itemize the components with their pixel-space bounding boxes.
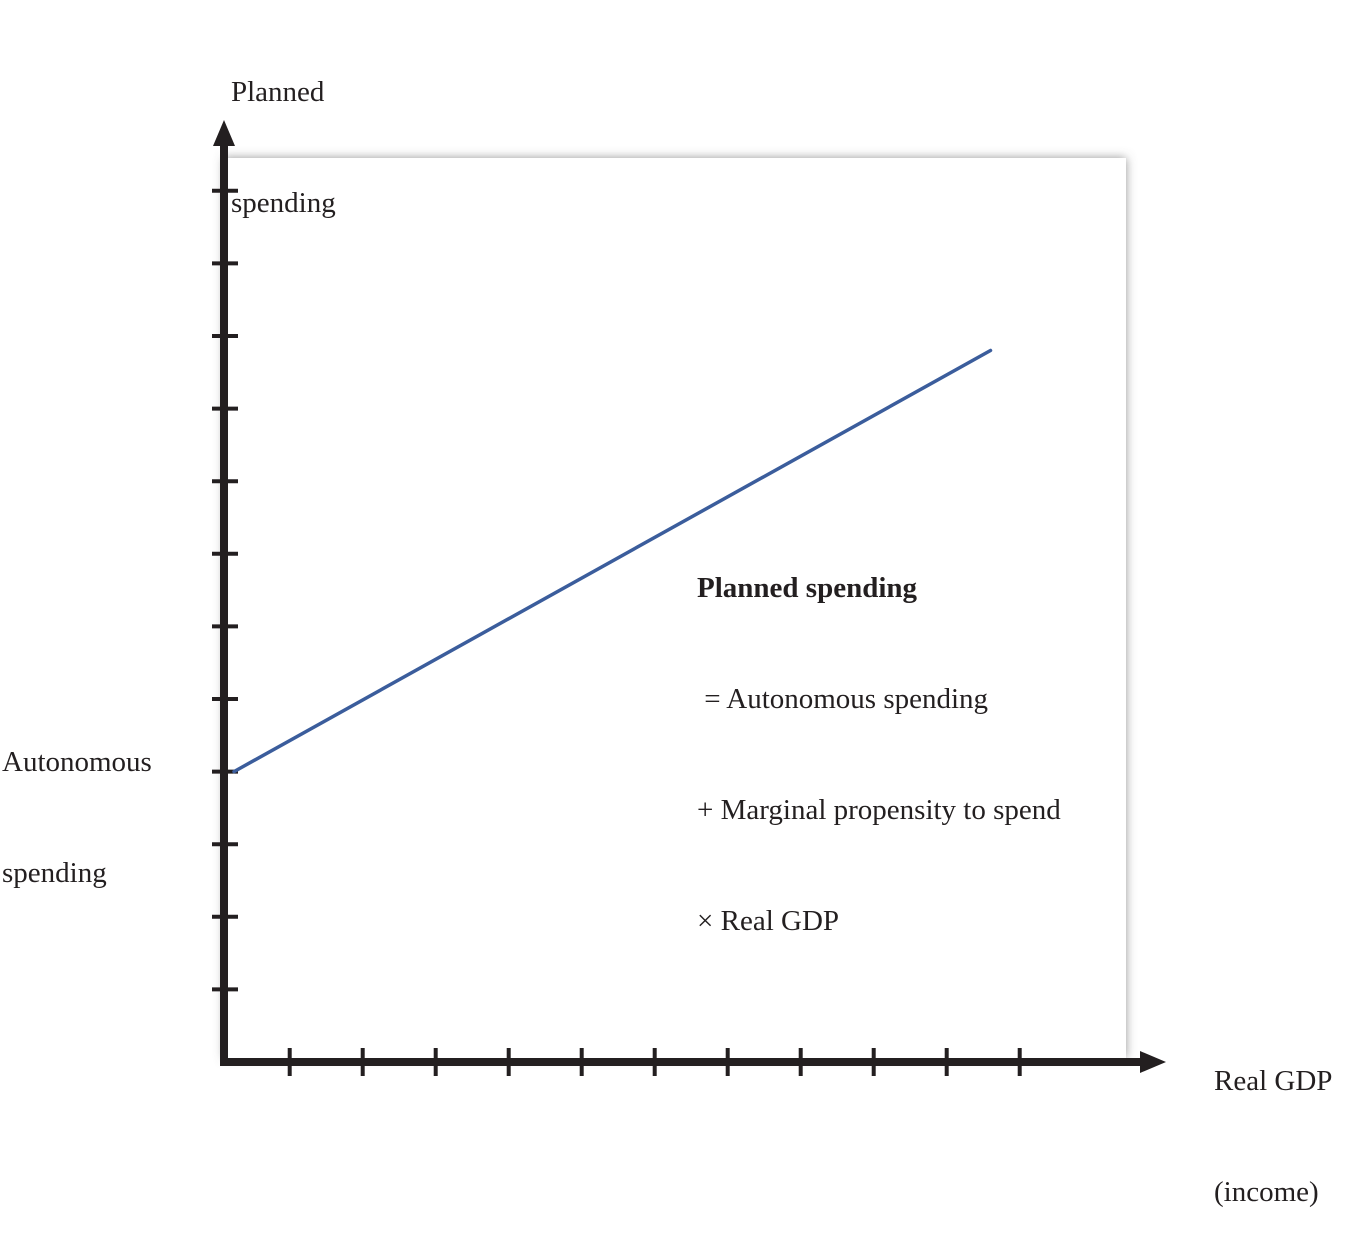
y-intercept-label: Autonomous spending: [2, 670, 152, 929]
x-axis-title: Real GDP (income): [1214, 989, 1332, 1248]
x-axis-title-line-1: Real GDP: [1214, 1065, 1333, 1097]
y-axis-title-line-2: spending: [231, 187, 336, 219]
equation-line-2: + Marginal propensity to spend: [697, 794, 1061, 826]
chart-canvas: [212, 120, 1166, 1076]
y-intercept-label-line-2: spending: [2, 857, 107, 889]
equation-line-3: × Real GDP: [697, 905, 840, 937]
planned-spending-line: [232, 348, 993, 774]
y-intercept-label-line-1: Autonomous: [2, 746, 152, 778]
equation-heading: Planned spending: [697, 572, 918, 604]
x-axis-arrow: [1140, 1051, 1166, 1073]
equation-annotation: Planned spending = Autonomous spending +…: [697, 496, 1061, 977]
y-axis-title: Planned spending: [231, 0, 336, 259]
plot-area: [224, 158, 1126, 1058]
equation-line-1: = Autonomous spending: [697, 683, 989, 715]
y-axis-arrow: [213, 120, 235, 146]
y-axis-title-line-1: Planned: [231, 76, 325, 108]
x-axis-title-line-2: (income): [1214, 1176, 1319, 1208]
